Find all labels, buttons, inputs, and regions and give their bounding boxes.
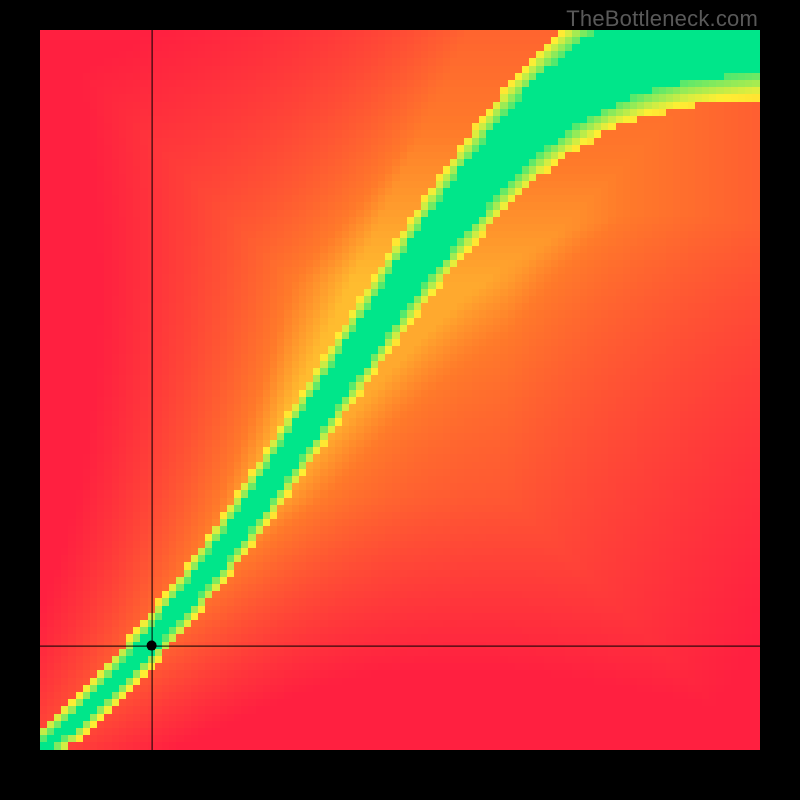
- watermark-text: TheBottleneck.com: [566, 6, 758, 32]
- chart-container: TheBottleneck.com: [0, 0, 800, 800]
- plot-area: [40, 30, 760, 750]
- bottleneck-heatmap: [40, 30, 760, 750]
